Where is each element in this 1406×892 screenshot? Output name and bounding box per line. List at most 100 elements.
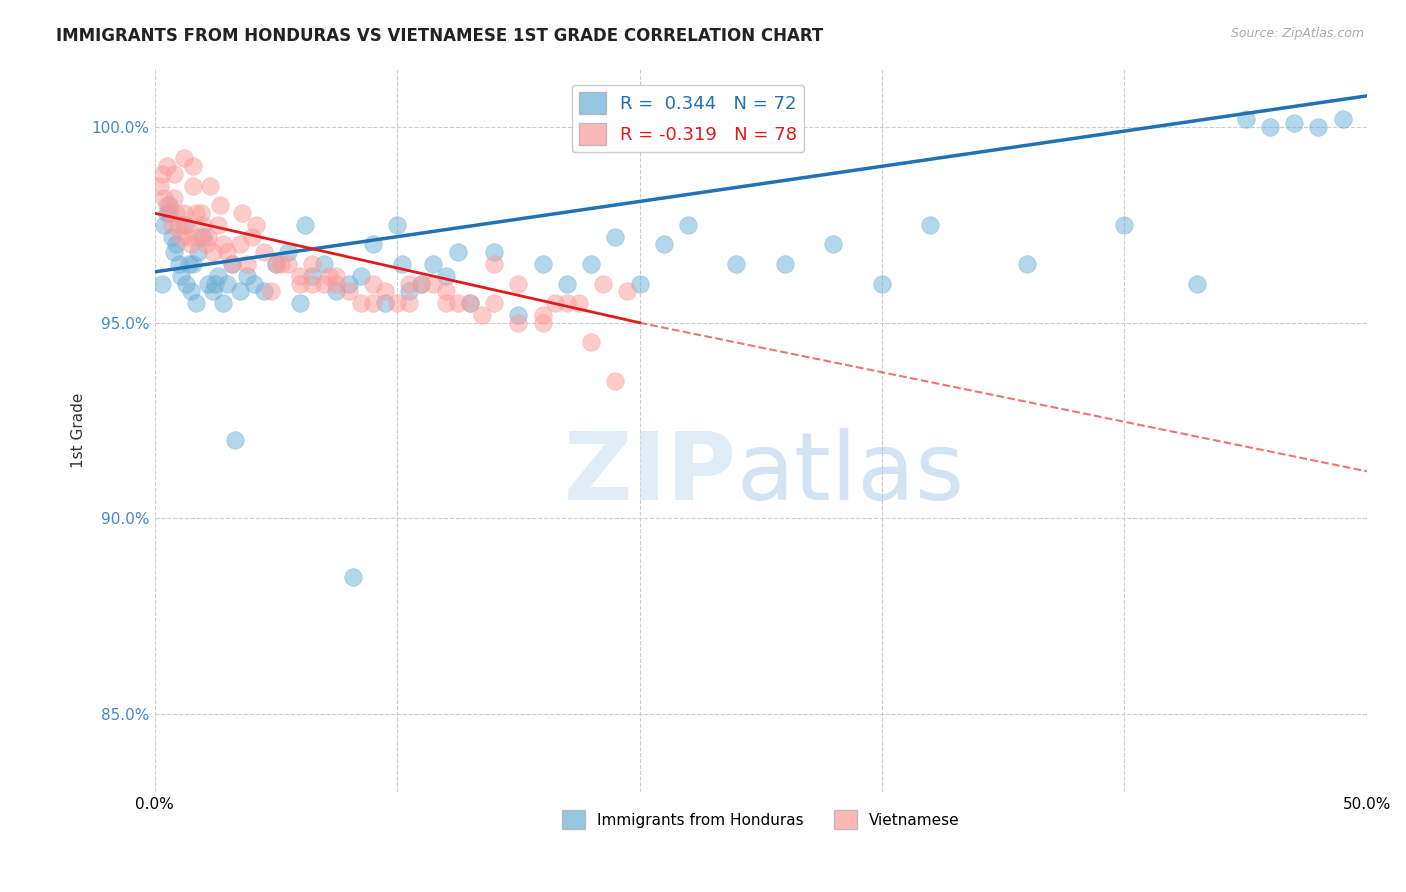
- Point: [555, 277, 578, 291]
- Point: [207, 218, 229, 232]
- Point: [221, 257, 243, 271]
- Point: [605, 375, 627, 389]
- Point: [150, 277, 173, 291]
- Point: [156, 159, 179, 173]
- Point: [314, 257, 336, 271]
- Point: [217, 245, 239, 260]
- Point: [264, 257, 287, 271]
- Point: [434, 268, 457, 283]
- Point: [183, 159, 205, 173]
- Point: [167, 257, 190, 271]
- Point: [385, 218, 408, 232]
- Point: [508, 277, 530, 291]
- Point: [277, 245, 299, 260]
- Point: [288, 296, 311, 310]
- Point: [197, 229, 219, 244]
- Point: [183, 178, 205, 193]
- Point: [173, 152, 195, 166]
- Point: [170, 268, 193, 283]
- Point: [773, 257, 796, 271]
- Point: [228, 285, 250, 299]
- Point: [823, 237, 845, 252]
- Point: [177, 257, 200, 271]
- Point: [184, 206, 207, 220]
- Point: [191, 218, 214, 232]
- Point: [1258, 120, 1281, 135]
- Point: [197, 277, 219, 291]
- Point: [920, 218, 942, 232]
- Point: [398, 285, 420, 299]
- Point: [398, 296, 420, 310]
- Point: [391, 257, 413, 271]
- Point: [482, 296, 505, 310]
- Point: [544, 296, 567, 310]
- Point: [447, 296, 470, 310]
- Point: [398, 277, 420, 291]
- Point: [163, 167, 186, 181]
- Point: [228, 237, 250, 252]
- Point: [153, 218, 176, 232]
- Point: [150, 167, 173, 181]
- Point: [350, 268, 373, 283]
- Point: [1234, 112, 1257, 127]
- Point: [224, 433, 246, 447]
- Point: [201, 285, 224, 299]
- Point: [148, 178, 170, 193]
- Point: [725, 257, 748, 271]
- Point: [361, 237, 384, 252]
- Point: [342, 570, 364, 584]
- Point: [163, 245, 186, 260]
- Point: [579, 335, 602, 350]
- Point: [156, 198, 179, 212]
- Text: ZIP: ZIP: [564, 427, 737, 520]
- Point: [434, 285, 457, 299]
- Point: [616, 285, 638, 299]
- Point: [277, 257, 299, 271]
- Point: [1282, 116, 1305, 130]
- Point: [422, 257, 444, 271]
- Point: [245, 218, 267, 232]
- Point: [157, 206, 180, 220]
- Point: [157, 206, 180, 220]
- Point: [531, 257, 554, 271]
- Point: [531, 316, 554, 330]
- Point: [173, 206, 195, 220]
- Point: [153, 190, 176, 204]
- Point: [458, 296, 481, 310]
- Point: [301, 277, 323, 291]
- Point: [207, 268, 229, 283]
- Point: [190, 206, 212, 220]
- Point: [204, 277, 226, 291]
- Point: [166, 237, 188, 252]
- Point: [288, 268, 311, 283]
- Point: [191, 229, 214, 244]
- Point: [217, 277, 239, 291]
- Point: [1185, 277, 1208, 291]
- Legend: Immigrants from Honduras, Vietnamese: Immigrants from Honduras, Vietnamese: [555, 804, 966, 835]
- Point: [411, 277, 433, 291]
- Point: [471, 308, 494, 322]
- Point: [173, 218, 195, 232]
- Point: [174, 277, 197, 291]
- Point: [156, 206, 179, 220]
- Point: [422, 277, 444, 291]
- Point: [605, 229, 627, 244]
- Point: [174, 218, 197, 232]
- Point: [325, 285, 347, 299]
- Point: [209, 198, 232, 212]
- Point: [160, 229, 183, 244]
- Point: [337, 285, 360, 299]
- Point: [411, 277, 433, 291]
- Point: [231, 206, 253, 220]
- Point: [301, 257, 323, 271]
- Point: [260, 285, 283, 299]
- Point: [482, 257, 505, 271]
- Point: [163, 190, 186, 204]
- Point: [628, 277, 651, 291]
- Point: [652, 237, 675, 252]
- Point: [253, 245, 276, 260]
- Point: [201, 245, 224, 260]
- Point: [177, 229, 200, 244]
- Point: [579, 257, 602, 271]
- Point: [170, 229, 193, 244]
